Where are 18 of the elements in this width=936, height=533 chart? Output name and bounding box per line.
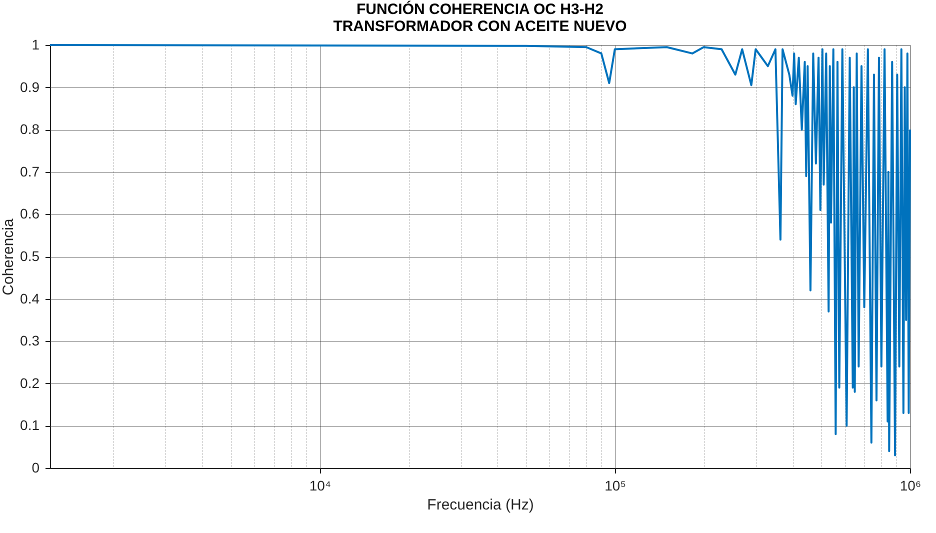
y-tick-label: 0.7 bbox=[20, 163, 40, 180]
y-tick-label: 0.2 bbox=[20, 374, 40, 391]
x-tick-label: 10⁶ bbox=[900, 478, 922, 494]
y-tick-label: 0.4 bbox=[20, 290, 40, 306]
y-tick-label: 0.8 bbox=[20, 121, 40, 138]
x-tick-label: 10⁴ bbox=[309, 478, 331, 494]
y-tick-label: 0.3 bbox=[20, 332, 40, 349]
y-tick-label: 0.5 bbox=[20, 248, 40, 264]
y-tick-label: 0.9 bbox=[20, 78, 40, 95]
text: FUNCIÓN COHERENCIA OC H3-H2 bbox=[356, 1, 604, 18]
y-tick-label: 0.6 bbox=[20, 206, 40, 222]
y-tick-label: 0 bbox=[32, 460, 40, 476]
x-axis-title: Frecuencia (Hz) bbox=[427, 496, 534, 514]
y-tick-label: 0.1 bbox=[20, 417, 40, 434]
y-tick-label: 1 bbox=[32, 36, 40, 52]
x-tick-label: 10⁵ bbox=[604, 478, 626, 494]
text: TRANSFORMADOR CON ACEITE NUEVO bbox=[333, 18, 627, 35]
y-axis-title: Coherencia bbox=[0, 218, 18, 296]
